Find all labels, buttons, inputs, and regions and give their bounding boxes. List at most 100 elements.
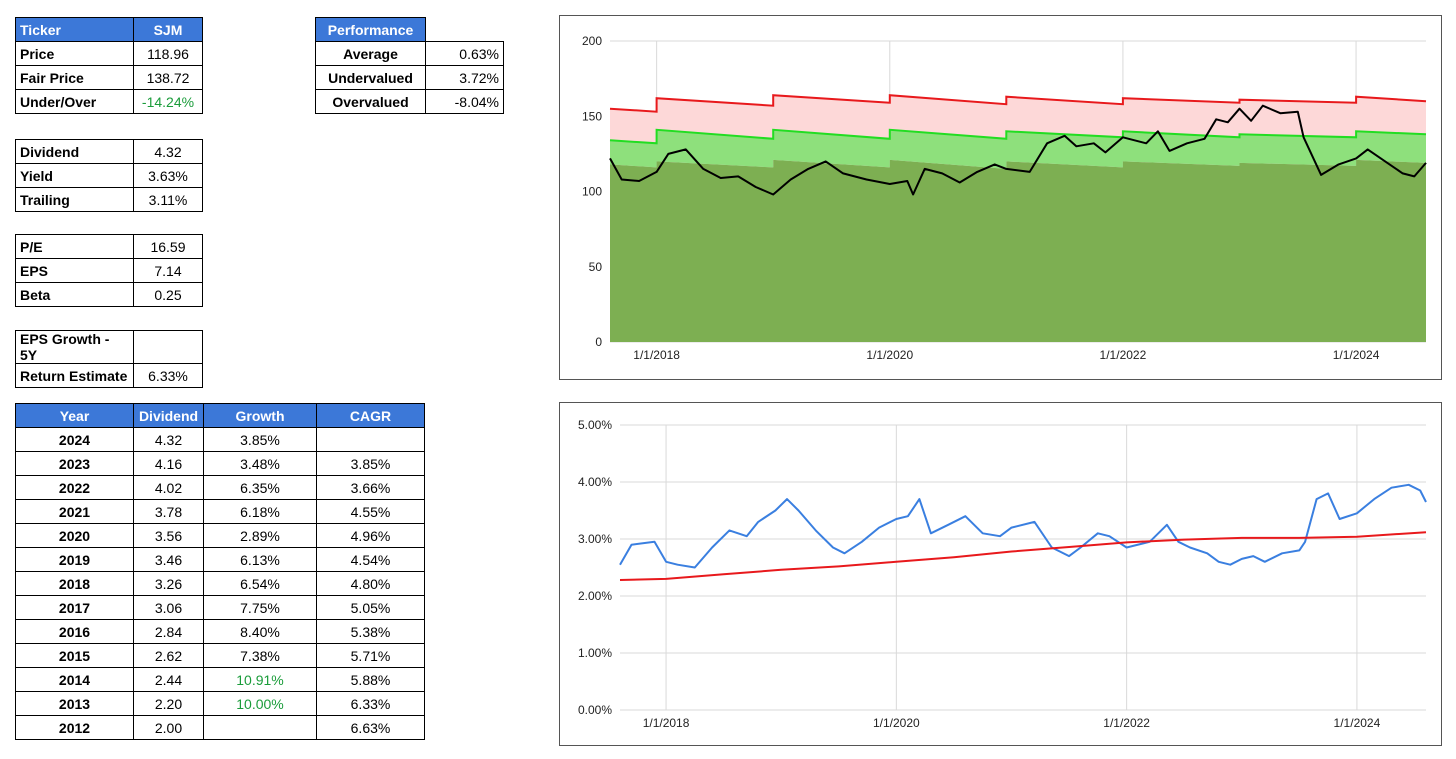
history-dividend: 2.20 [133,691,204,716]
ticker-label: Ticker [15,17,134,42]
history-growth: 6.18% [203,499,317,524]
history-year: 2020 [15,523,134,548]
history-cagr: 5.05% [316,595,425,620]
price-valuation-chart-svg: 0 50 100 150 200 1/1/2018 1/1/2020 1/1/2022 1/1/… [582,34,1427,362]
history-row: 2021 3.78 6.18% 4.55% [15,499,425,524]
eps-growth-row: EPS Growth - 5Y [15,330,203,364]
y-tick-label: 4.00% [578,475,612,489]
price-label: Price [15,41,134,66]
history-year: 2024 [15,427,134,452]
summary-row-under-over: Under/Over -14.24% [15,89,203,114]
x-tick-label: 1/1/2022 [1100,348,1147,362]
history-cagr: 3.85% [316,451,425,476]
performance-table: Performance Average 0.63% Undervalued 3.… [315,17,504,114]
y-tick-label: 5.00% [578,418,612,432]
history-dividend: 3.56 [133,523,204,548]
eps-row: EPS 7.14 [15,258,203,283]
trailing-label: Trailing [15,187,134,212]
history-row: 2014 2.44 10.91% 5.88% [15,667,425,692]
overvalued-label: Overvalued [315,89,426,114]
history-year: 2012 [15,715,134,740]
dividend-yield-line [619,483,1427,569]
average-yield-line [619,531,1427,581]
history-year: 2014 [15,667,134,692]
trailing-value: 3.11% [133,187,203,212]
pe-row: P/E 16.59 [15,234,203,259]
y-tick-label: 50 [589,260,603,274]
history-growth: 6.54% [203,571,317,596]
history-row: 2019 3.46 6.13% 4.54% [15,547,425,572]
history-growth: 2.89% [203,523,317,548]
history-row: 2018 3.26 6.54% 4.80% [15,571,425,596]
price-valuation-chart: 0 50 100 150 200 1/1/2018 1/1/2020 1/1/2022 1/1/… [559,15,1442,380]
history-growth: 3.85% [203,427,317,452]
y-tick-label: 200 [582,34,602,48]
history-dividend: 4.02 [133,475,204,500]
history-year: 2023 [15,451,134,476]
dividend-row: Dividend 4.32 [15,139,203,164]
history-row: 2022 4.02 6.35% 3.66% [15,475,425,500]
history-cagr: 6.63% [316,715,425,740]
x-tick-label: 1/1/2022 [1103,716,1150,730]
history-year: 2017 [15,595,134,620]
eps-growth-value [133,330,203,364]
x-tick-label: 1/1/2020 [866,348,913,362]
summary-table: Ticker SJM Price 118.96 Fair Price 138.7… [15,17,203,114]
history-row: 2020 3.56 2.89% 4.96% [15,523,425,548]
average-label: Average [315,41,426,66]
undervalued-value: 3.72% [425,65,504,90]
history-year: 2013 [15,691,134,716]
history-cagr: 4.55% [316,499,425,524]
performance-header-row: Performance [315,17,504,42]
average-value: 0.63% [425,41,504,66]
undervalued-label: Undervalued [315,65,426,90]
dividend-history-table: Year Dividend Growth CAGR 2024 4.32 3.85% 2… [15,403,425,740]
history-year: 2015 [15,643,134,668]
history-dividend: 3.26 [133,571,204,596]
fair-price-value: 138.72 [133,65,203,90]
history-row: 2012 2.00 6.63% [15,715,425,740]
y-tick-label: 3.00% [578,532,612,546]
history-row: 2016 2.84 8.40% 5.38% [15,619,425,644]
history-row: 2017 3.06 7.75% 5.05% [15,595,425,620]
return-estimate-label: Return Estimate [15,363,134,388]
history-header-cagr: CAGR [316,403,425,428]
valuation-table: P/E 16.59 EPS 7.14 Beta 0.25 [15,234,203,307]
x-tick-label: 1/1/2018 [643,716,690,730]
upper-value-line [609,94,1427,113]
beta-row: Beta 0.25 [15,282,203,307]
ticker-value: SJM [133,17,203,42]
history-dividend: 4.16 [133,451,204,476]
return-estimate-value: 6.33% [133,363,203,388]
history-year: 2022 [15,475,134,500]
history-header-row: Year Dividend Growth CAGR [15,403,425,428]
yield-label: Yield [15,163,134,188]
yield-row: Yield 3.63% [15,163,203,188]
summary-header-row: Ticker SJM [15,17,203,42]
history-growth: 8.40% [203,619,317,644]
history-cagr: 6.33% [316,691,425,716]
history-cagr: 5.71% [316,643,425,668]
summary-row-price: Price 118.96 [15,41,203,66]
history-cagr: 4.54% [316,547,425,572]
history-growth: 10.00% [203,691,317,716]
history-dividend: 2.62 [133,643,204,668]
fair-price-label: Fair Price [15,65,134,90]
history-dividend: 3.46 [133,547,204,572]
fair-value-line [609,128,1427,145]
beta-label: Beta [15,282,134,307]
history-growth: 3.48% [203,451,317,476]
eps-growth-label: EPS Growth - 5Y [15,330,134,364]
dividend-yield-chart-svg: 0.00% 1.00% 2.00% 3.00% 4.00% 5.00% 1/1/2018 1/… [578,418,1427,730]
history-growth: 7.75% [203,595,317,620]
history-cagr: 3.66% [316,475,425,500]
dividend-label: Dividend [15,139,134,164]
history-row: 2024 4.32 3.85% [15,427,425,452]
yield-value: 3.63% [133,163,203,188]
eps-value: 7.14 [133,258,203,283]
x-tick-label: 1/1/2024 [1334,716,1381,730]
dividend-yield-chart: 0.00% 1.00% 2.00% 3.00% 4.00% 5.00% 1/1/2018 1/… [559,402,1442,746]
y-tick-label: 1.00% [578,646,612,660]
under-over-value: -14.24% [133,89,203,114]
history-header-dividend: Dividend [133,403,204,428]
